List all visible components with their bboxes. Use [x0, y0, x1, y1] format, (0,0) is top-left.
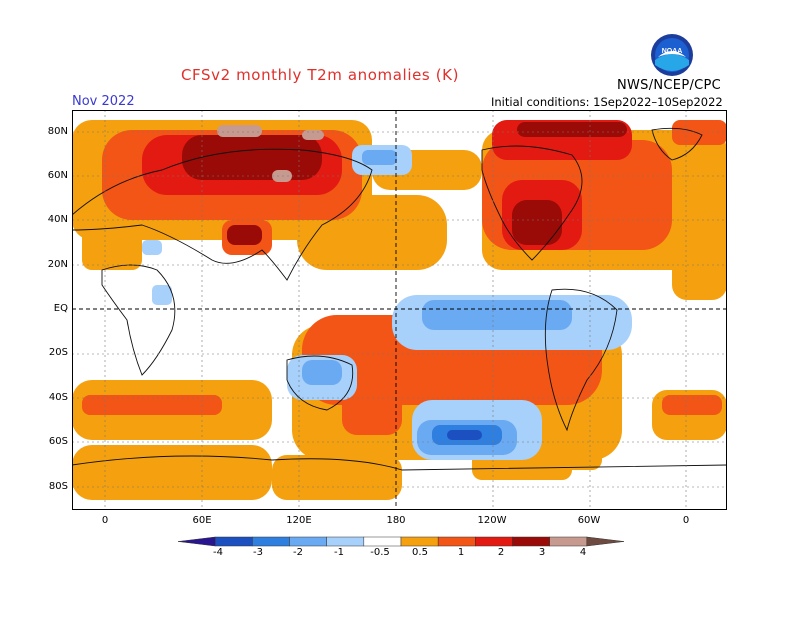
colorbar-segment [363, 536, 402, 547]
lat-label-40n: 40N [47, 214, 68, 225]
colorbar-label: 0.5 [412, 547, 428, 558]
coastlines [72, 127, 727, 471]
lon-label-60w: 60W [577, 515, 601, 526]
colorbar-label: -4 [213, 547, 223, 558]
colorbar-segment [512, 536, 550, 547]
map-title: CFSv2 monthly T2m anomalies (K) [180, 66, 460, 84]
colorbar-label: 4 [579, 547, 587, 558]
lon-label-120w: 120W [477, 515, 507, 526]
colorbar-label: -1 [334, 547, 344, 558]
colorbar-label: -2 [293, 547, 303, 558]
colorbar [177, 536, 625, 547]
colorbar-segment [586, 536, 625, 547]
colorbar-segment [289, 536, 327, 547]
lon-label-0: 0 [101, 515, 109, 526]
colorbar-segments [177, 536, 625, 547]
map-frame [72, 110, 727, 510]
lat-label-40s: 40S [48, 392, 68, 403]
lon-label-0-east: 0 [682, 515, 690, 526]
colorbar-segment [214, 536, 253, 547]
colorbar-segment [252, 536, 290, 547]
logo-text: NOAA [662, 48, 683, 55]
colorbar-segment [475, 536, 513, 547]
agency-label: NWS/NCEP/CPC [617, 78, 722, 93]
lat-label-eq: EQ [53, 303, 68, 314]
colorbar-segment [400, 536, 439, 547]
colorbar-label: 2 [497, 547, 505, 558]
noaa-logo-icon: NOAA [651, 34, 693, 76]
colorbar-segment [437, 536, 476, 547]
colorbar-segment [549, 536, 588, 547]
colorbar-segment [177, 536, 216, 547]
temperature-anomaly-map [72, 110, 727, 510]
logo-bird [658, 51, 686, 57]
lat-label-20n: 20N [47, 259, 68, 270]
lat-label-60n: 60N [47, 170, 68, 181]
lon-label-180: 180 [386, 515, 406, 526]
map-reference-lines [72, 110, 727, 510]
colorbar-segment [326, 536, 365, 547]
anomaly-negative-extreme [447, 430, 482, 440]
logo-wave [655, 54, 689, 71]
lon-label-120e: 120E [286, 515, 312, 526]
lat-label-20s: 20S [48, 347, 68, 358]
initial-conditions: Initial conditions: 1Sep2022–10Sep2022 [491, 95, 723, 109]
colorbar-label: -0.5 [370, 547, 390, 558]
map-grid [72, 110, 727, 510]
forecast-period: Nov 2022 [72, 94, 135, 109]
anomaly-positive-extreme [182, 122, 627, 245]
colorbar-label: -3 [253, 547, 263, 558]
lat-label-80s: 80S [48, 481, 68, 492]
lat-label-60s: 60S [48, 436, 68, 447]
colorbar-label: 3 [538, 547, 546, 558]
colorbar-label: 1 [457, 547, 465, 558]
lon-label-60e: 60E [192, 515, 212, 526]
lat-label-80n: 80N [47, 126, 68, 137]
